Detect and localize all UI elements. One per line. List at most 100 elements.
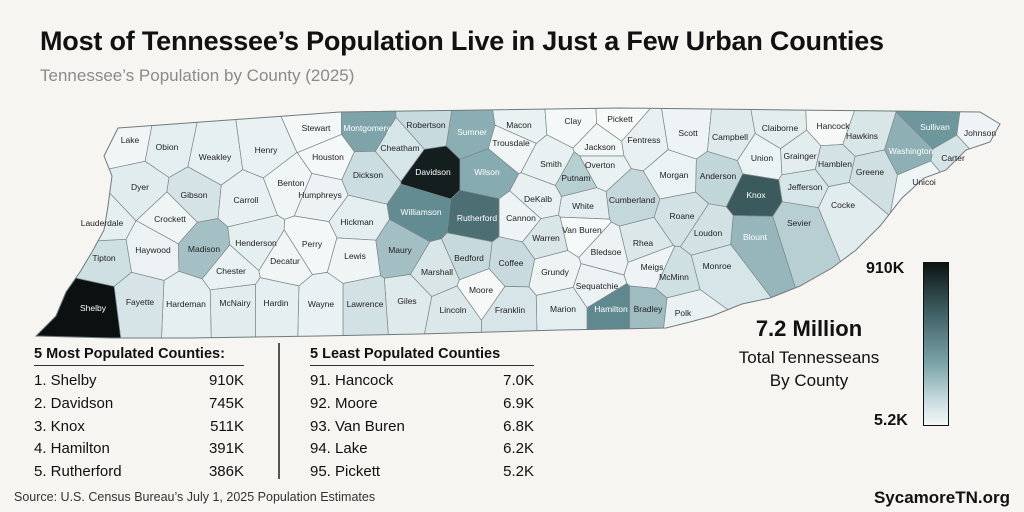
county-lincoln [421, 285, 482, 338]
county-label-fentress: Fentress [627, 135, 660, 145]
least-populated-row: 94. Lake 6.2K [310, 438, 534, 461]
page-title: Most of Tennessee’s Population Live in J… [40, 26, 884, 56]
county-label-hickman: Hickman [340, 217, 373, 227]
county-label-moore: Moore [469, 285, 493, 295]
county-label-madison: Madison [188, 244, 220, 254]
county-label-stewart: Stewart [302, 123, 331, 133]
county-label-johnson: Johnson [964, 128, 996, 138]
county-label-campbell: Campbell [712, 132, 748, 142]
county-label-davidson: Davidson [415, 167, 451, 177]
county-marion [535, 287, 588, 338]
most-populated-population: 910K [208, 372, 244, 389]
county-label-pickett: Pickett [607, 114, 633, 124]
county-label-fayette: Fayette [126, 297, 155, 307]
county-label-knox: Knox [746, 190, 766, 200]
county-label-mcnairy: McNairy [219, 298, 251, 308]
most-populated-county: 2. Davidson [34, 394, 114, 412]
least-populated-population: 6.2K [503, 440, 534, 458]
least-populated-heading: 5 Least Populated Counties [310, 346, 534, 366]
county-label-gibson: Gibson [181, 190, 208, 200]
county-label-warren: Warren [532, 233, 560, 243]
county-label-lauderdale: Lauderdale [81, 218, 124, 228]
county-label-carroll: Carroll [233, 195, 258, 205]
county-unicoi [889, 160, 1000, 338]
county-label-anderson: Anderson [700, 171, 737, 181]
county-mcnairy [209, 283, 256, 338]
county-label-greene: Greene [856, 167, 885, 177]
county-label-macon: Macon [506, 120, 532, 130]
least-populated-row: 92. Moore 6.9K [310, 393, 534, 416]
county-hardin [255, 277, 300, 338]
county-label-unicoi: Unicoi [912, 177, 936, 187]
county-label-marion: Marion [550, 304, 576, 314]
county-label-shelby: Shelby [80, 303, 107, 313]
least-populated-county: 92. Moore [310, 394, 378, 412]
county-label-polk: Polk [675, 308, 692, 318]
county-label-lake: Lake [121, 135, 140, 145]
county-label-cocke: Cocke [831, 200, 855, 210]
county-lake [36, 108, 159, 174]
most-populated-population: 391K [208, 440, 244, 458]
county-label-union: Union [751, 153, 773, 163]
county-label-cumberland: Cumberland [609, 195, 656, 205]
county-label-maury: Maury [388, 245, 412, 255]
county-label-sumner: Sumner [457, 127, 487, 137]
county-label-lawrence: Lawrence [347, 299, 384, 309]
most-populated-heading: 5 Most Populated Counties: [34, 346, 244, 366]
county-label-wayne: Wayne [308, 299, 334, 309]
county-label-overton: Overton [585, 160, 616, 170]
total-label-line2: By County [769, 371, 849, 390]
county-label-williamson: Williamson [400, 207, 441, 217]
county-label-meigs: Meigs [641, 262, 664, 272]
county-label-hamilton: Hamilton [594, 304, 628, 314]
county-label-benton: Benton [278, 178, 305, 188]
county-label-dekalb: DeKalb [524, 194, 552, 204]
least-populated-county: 95. Pickett [310, 463, 381, 481]
county-label-dickson: Dickson [353, 170, 384, 180]
county-label-blount: Blount [743, 232, 768, 242]
most-populated-population: 511K [210, 417, 244, 435]
county-label-putnam: Putnam [561, 173, 590, 183]
county-label-van-buren: Van Buren [562, 225, 602, 235]
county-decatur [258, 229, 313, 287]
county-label-lewis: Lewis [344, 251, 366, 261]
total-label: Total Tennesseans By County [716, 346, 902, 392]
county-label-coffee: Coffee [499, 258, 524, 268]
most-populated-county: 3. Knox [34, 417, 85, 435]
county-label-perry: Perry [302, 239, 323, 249]
county-label-crockett: Crockett [154, 214, 186, 224]
most-populated-row: 3. Knox 511K [34, 416, 244, 439]
least-populated-population: 6.9K [503, 394, 534, 412]
county-franklin [481, 286, 538, 338]
county-label-smith: Smith [540, 159, 562, 169]
county-label-monroe: Monroe [703, 261, 732, 271]
county-label-hardin: Hardin [263, 298, 288, 308]
county-label-morgan: Morgan [660, 170, 689, 180]
county-label-marshall: Marshall [421, 267, 453, 277]
county-label-white: White [572, 201, 594, 211]
county-label-robertson: Robertson [406, 120, 445, 130]
county-label-obion: Obion [156, 142, 179, 152]
most-populated-row: 2. Davidson 745K [34, 393, 244, 416]
most-populated-county: 5. Rutherford [34, 463, 122, 481]
source-note: Source: U.S. Census Bureau’s July 1, 202… [14, 490, 376, 504]
county-label-scott: Scott [678, 128, 698, 138]
county-label-roane: Roane [669, 211, 694, 221]
county-fayette [113, 271, 165, 338]
county-label-houston: Houston [312, 152, 344, 162]
least-populated-population: 7.0K [503, 372, 534, 389]
county-label-trousdale: Trousdale [492, 138, 530, 148]
least-populated-population: 6.8K [503, 417, 534, 435]
county-label-tipton: Tipton [92, 253, 116, 263]
county-label-hawkins: Hawkins [846, 131, 878, 141]
least-populated-county: 91. Hancock [310, 372, 394, 389]
county-label-loudon: Loudon [694, 228, 723, 238]
least-populated-row: 95. Pickett 5.2K [310, 461, 534, 484]
least-populated-row: 93. Van Buren 6.8K [310, 416, 534, 439]
county-label-bradley: Bradley [634, 304, 664, 314]
county-label-giles: Giles [397, 296, 416, 306]
county-label-chester: Chester [216, 266, 246, 276]
page-subtitle: Tennessee’s Population by County (2025) [40, 66, 355, 85]
county-label-bedford: Bedford [454, 253, 484, 263]
